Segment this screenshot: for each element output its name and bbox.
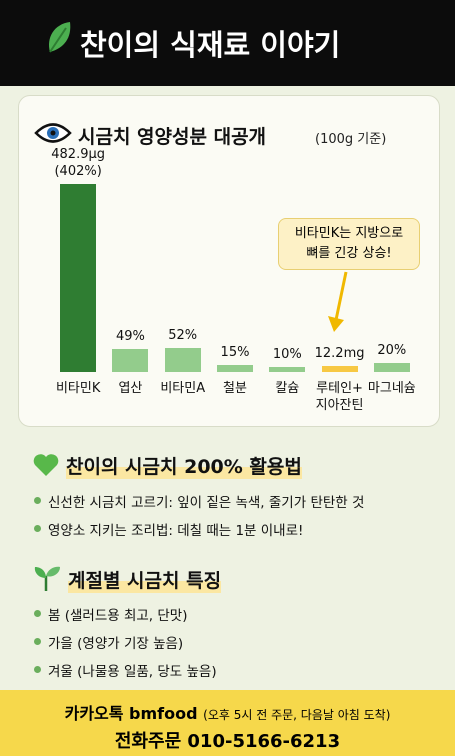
value-label: 49%	[115, 329, 145, 345]
x-tick-label: 칼슘	[275, 381, 300, 396]
bar	[217, 364, 253, 372]
eye-icon	[34, 123, 72, 143]
x-tick-label: 철분	[223, 381, 247, 396]
section-title: 찬이의 시금치 200% 활용법	[66, 452, 302, 479]
bar	[164, 347, 201, 372]
chart-title: 시금치 영양성분 대공개	[78, 126, 267, 148]
bullet	[34, 610, 41, 617]
value-label: 52%	[168, 327, 198, 343]
value-label: 10%	[272, 347, 302, 363]
list-item: 신선한 시금치 고르기: 잎이 짙은 녹색, 줄기가 탄탄한 것	[48, 495, 365, 511]
contact-note: (오후 5시 전 주문, 다음날 아침 도착)	[203, 708, 391, 722]
bullet	[34, 497, 41, 504]
value-label: 482.9μg (402%)	[51, 147, 106, 179]
list-item: 가을 (영양가 기장 높음)	[48, 636, 184, 652]
leaf-icon	[48, 22, 71, 53]
x-tick-label: 엽산	[118, 381, 143, 396]
bar	[269, 367, 306, 372]
heart-icon	[33, 454, 59, 476]
chart-subtitle: (100g 기준)	[315, 132, 387, 147]
header	[0, 0, 455, 86]
plot: 482.9μg (402%) 비타민K 49% 엽산 52% 비타민A 15% 철분 10% 칼슘…	[51, 147, 416, 413]
footer-line: 카카오톡 bmfood (오후 5시 전 주문, 다음날 아침 도착)	[0, 700, 455, 724]
value-label: 20%	[377, 342, 407, 358]
bar	[112, 349, 149, 372]
list-item: 겨울 (나물용 일품, 당도 높음)	[48, 664, 217, 680]
x-tick-label: 마그네슘	[367, 381, 416, 396]
sprout-icon	[34, 566, 60, 591]
bar	[321, 366, 358, 372]
bar	[373, 362, 410, 372]
page-title: 찬이의 식재료 이야기	[80, 28, 341, 62]
value-label: 15%	[220, 344, 250, 360]
x-tick-label: 비타민K	[55, 381, 101, 396]
annotation: 비타민K는 지방으로 뼈를 긴강 상승!	[278, 218, 420, 270]
value-label: 12.2mg	[314, 346, 365, 362]
arrow	[328, 271, 348, 332]
contact: 카카오톡 bmfood	[64, 704, 198, 723]
list-item: 영양소 지키는 조리법: 데칠 때는 1분 이내로!	[48, 523, 304, 539]
list-item: 봄 (샐러드용 최고, 단맛)	[48, 608, 188, 624]
section-title: 계절별 시금치 특징	[68, 566, 222, 593]
bullet	[34, 666, 41, 673]
footer	[0, 690, 455, 756]
bullet	[34, 638, 41, 645]
x-tick-label: 비타민A	[160, 381, 206, 396]
x-tick-label: 루테인+ 지아잔틴	[315, 381, 364, 413]
bullet	[34, 525, 41, 532]
bar	[60, 184, 97, 372]
phone: 전화주문 010-5166-6213	[114, 731, 341, 752]
